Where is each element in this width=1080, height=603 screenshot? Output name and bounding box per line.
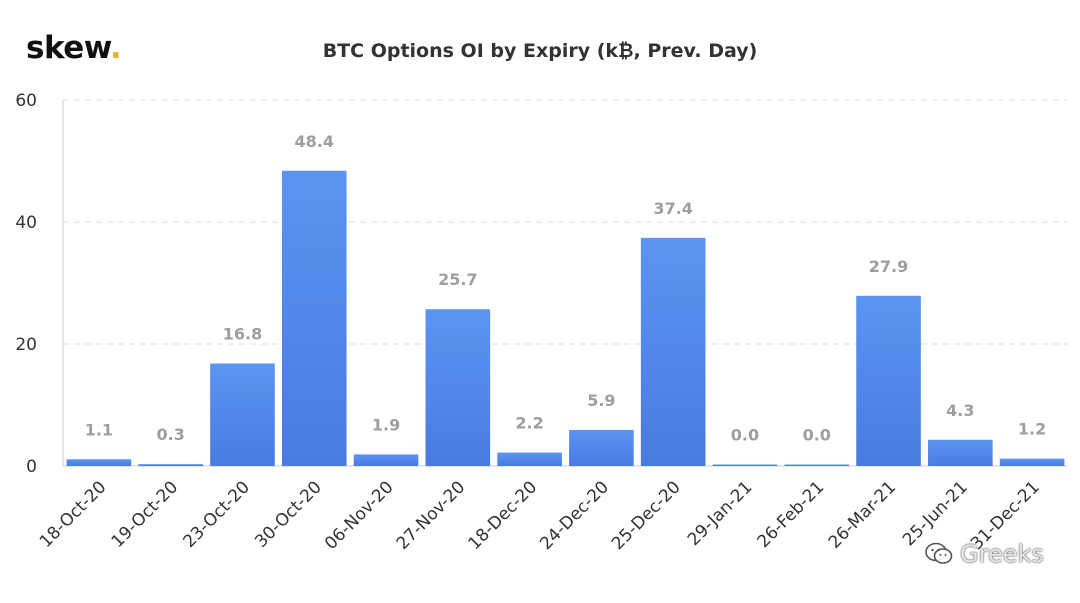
bar [569,430,634,466]
bars [66,170,1065,466]
x-tick-label: 06-Nov-20 [321,477,398,554]
bar [856,295,921,466]
data-label: 5.9 [587,391,615,410]
bar [281,170,347,466]
data-label: 2.2 [515,414,543,433]
bar [353,454,419,466]
data-label: 48.4 [295,132,334,151]
x-tick-label: 18-Oct-20 [36,477,111,552]
data-label: 16.8 [223,325,262,344]
data-label: 25.7 [438,270,477,289]
data-label: 1.2 [1018,420,1046,439]
x-tick-label: 24-Dec-20 [536,477,613,554]
x-tick-label: 23-Oct-20 [179,477,254,552]
data-labels: 1.1 0.3 16.8 48.4 1.9 25.7 2.2 5.9 37.4 0.0 0.0 27.… [85,132,1047,445]
data-label: 0.3 [157,425,185,444]
logo-text: skew [26,30,110,66]
bar [138,464,203,466]
bar [784,464,850,466]
x-tick-label: 29-Jan-21 [684,477,757,550]
bar [497,452,562,466]
data-label: 4.3 [946,401,974,420]
bar [425,309,491,466]
watermark-text: Greeks [960,540,1044,568]
data-label: 1.1 [85,420,113,439]
x-tick-label: 26-Feb-21 [754,477,829,552]
bar [712,464,778,466]
x-tick-label: 25-Dec-20 [608,477,685,554]
bar [928,439,993,466]
x-tick-label: 19-Oct-20 [108,477,183,552]
data-label: 0.0 [803,426,831,445]
bar [999,458,1065,466]
data-label: 37.4 [653,199,692,218]
y-tick-label: 40 [15,213,37,233]
logo-dot: . [109,30,122,66]
y-tick-label: 20 [15,335,37,355]
bar [210,363,275,466]
y-tick-label: 60 [15,91,37,111]
skew-logo: skew. [26,30,122,66]
bar [640,237,706,466]
wechat-icon [925,542,953,564]
data-label: 27.9 [869,257,908,276]
data-label: 0.0 [731,426,759,445]
y-tick-label: 0 [26,457,37,477]
x-tick-label: 18-Dec-20 [464,477,541,554]
chart-title: BTC Options OI by Expiry (k₿, Prev. Day) [322,40,758,62]
x-axis: 18-Oct-2019-Oct-2023-Oct-2030-Oct-2006-N… [36,477,1044,554]
bar [66,459,132,466]
x-tick-label: 26-Mar-21 [825,477,900,552]
x-tick-label: 30-Oct-20 [251,477,326,552]
data-label: 1.9 [372,415,400,434]
watermark: Greeks [924,540,1044,568]
x-tick-label: 27-Nov-20 [393,477,470,554]
